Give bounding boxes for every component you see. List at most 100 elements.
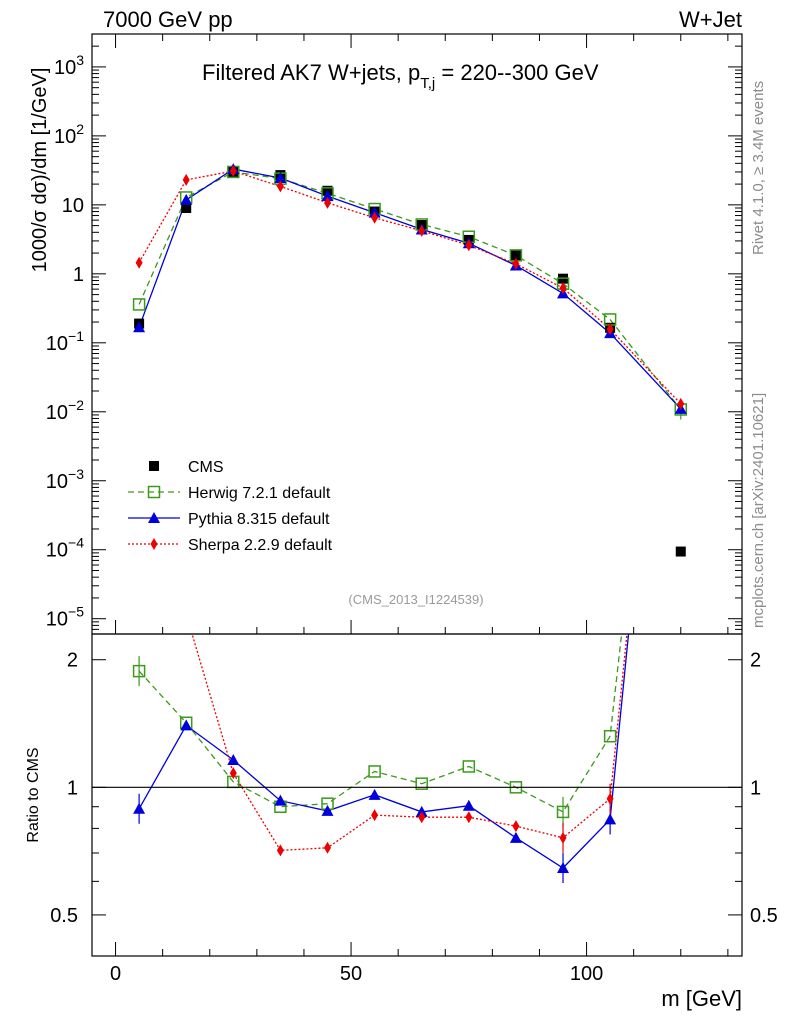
y-tick-label-ratio: 1	[67, 777, 78, 799]
y-tick-label-exponent: −4	[68, 535, 84, 551]
x-tick-label: 50	[340, 963, 362, 985]
pythia-ratio-point	[274, 794, 287, 806]
pythia-ratio-point	[368, 788, 381, 800]
y-tick-label-main: 10	[62, 195, 84, 217]
herwig-ratio-point	[603, 729, 617, 743]
y-tick-label-ratio-right: 2	[750, 650, 761, 672]
y-tick-label-main: 1	[73, 264, 84, 286]
sherpa-ratio-point	[183, 608, 190, 620]
sherpa-main-line	[138, 170, 682, 405]
herwig-ratio-point	[556, 805, 570, 819]
pythia-main-line	[138, 168, 682, 410]
herwig-main-point	[132, 298, 146, 311]
y-tick-label-ratio: 2	[67, 650, 78, 672]
legend-pythia-marker	[148, 512, 160, 523]
y-tick-label-main: 10−5	[46, 604, 84, 631]
y-tick-label-ratio-right: 0.5	[750, 905, 778, 927]
header-process-label: W+Jet	[679, 7, 742, 32]
legend-sherpa-label: Sherpa 2.2.9 default	[188, 537, 333, 554]
cms-main-point	[675, 546, 686, 557]
legend-sherpa-marker	[150, 538, 158, 550]
y-tick-label-exponent: 3	[76, 52, 84, 68]
herwig-ratio-line	[138, 634, 623, 813]
pythia-ratio-point	[604, 813, 617, 825]
y-tick-label-base: 10	[46, 540, 68, 562]
y-axis-label-ratio: Ratio to CMS	[25, 747, 42, 842]
pythia-ratio-point	[133, 802, 146, 814]
ratio-series-markers	[132, 408, 617, 884]
y-tick-label-main: 103	[54, 52, 84, 79]
y-axis-label-main: 1000/σ dσ)/dm [1/GeV]	[29, 68, 51, 273]
pythia-ratio-point	[227, 754, 240, 766]
sherpa-main-point	[371, 211, 379, 224]
x-tick-label: 0	[110, 963, 121, 985]
cms-main-point	[510, 250, 521, 261]
sherpa-ratio-point	[136, 408, 143, 420]
legend-cms-marker	[149, 461, 159, 471]
sherpa-ratio-point	[276, 844, 284, 857]
rivet-version-label: Rivet 4.1.0, ≥ 3.4M events	[750, 81, 767, 255]
herwig-ratio-point	[415, 777, 428, 790]
sherpa-main-point	[606, 323, 614, 336]
cms-main-point	[181, 203, 192, 214]
sherpa-ratio-point	[465, 811, 473, 824]
y-tick-label-exponent: −5	[68, 604, 84, 620]
y-tick-label-ratio: 0.5	[50, 905, 78, 927]
y-tick-label-base: 10	[54, 57, 76, 79]
pythia-main-point	[274, 172, 287, 184]
legend-herwig-marker	[147, 485, 161, 499]
analysis-id-label: (CMS_2013_I1224539)	[348, 592, 483, 607]
y-tick-label-exponent: 2	[76, 121, 84, 137]
plot-title-subscript: T,j	[420, 75, 435, 92]
y-tick-label-ratio-right: 1	[750, 777, 761, 799]
y-tick-label-base: 10	[54, 126, 76, 148]
y-tick-label-main: 10−3	[46, 466, 84, 493]
sherpa-ratio-line	[191, 634, 628, 852]
sherpa-ratio-point	[512, 820, 520, 833]
sherpa-main-point	[677, 397, 685, 410]
y-tick-label-base: 10	[46, 333, 68, 355]
sherpa-main-point	[324, 196, 332, 209]
plot-title-rest: = 220--300 GeV	[435, 60, 599, 85]
main-series-markers	[132, 163, 688, 557]
y-tick-label-exponent: −3	[68, 466, 84, 482]
pythia-ratio-point	[321, 804, 334, 816]
sherpa-main-point	[465, 239, 473, 252]
pythia-ratio-point	[462, 799, 475, 811]
legend-pythia-label: Pythia 8.315 default	[188, 511, 330, 528]
herwig-ratio-point	[368, 765, 381, 778]
pythia-main-point	[180, 193, 193, 205]
header-energy-label: 7000 GeV pp	[103, 7, 233, 32]
herwig-ratio-point	[132, 664, 146, 678]
pythia-ratio-point	[509, 831, 522, 843]
sherpa-ratio-point	[371, 809, 379, 822]
sherpa-ratio-point	[324, 841, 332, 854]
pythia-main-point	[321, 190, 334, 202]
y-tick-label-base: 10	[46, 471, 68, 493]
y-tick-label-main: 102	[54, 121, 84, 148]
pythia-ratio-point	[180, 719, 193, 731]
sherpa-main-point	[135, 256, 143, 269]
main-series-lines	[138, 168, 682, 410]
sherpa-main-point	[182, 173, 190, 186]
y-tick-label-base: 10	[46, 609, 68, 631]
legend-cms-label: CMS	[188, 459, 224, 476]
y-tick-label-exponent: −2	[68, 397, 84, 413]
pythia-main-point	[133, 321, 146, 333]
sherpa-main-point	[229, 164, 237, 177]
mcplots-citation-label: mcplots.cern.ch [arXiv:2401.10621]	[750, 393, 767, 628]
x-tick-label: 100	[570, 963, 603, 985]
ratio-plot-frame	[91, 633, 743, 957]
sherpa-ratio-point	[559, 831, 567, 844]
y-tick-label-main: 10−1	[46, 328, 84, 355]
sherpa-ratio-point	[606, 792, 614, 805]
herwig-main-line	[138, 171, 682, 410]
y-tick-label-main: 10−2	[46, 397, 84, 424]
sherpa-main-point	[418, 224, 426, 237]
x-axis-label: m [GeV]	[661, 986, 742, 1011]
herwig-ratio-point	[462, 760, 476, 773]
sherpa-main-point	[512, 257, 520, 270]
sherpa-main-point	[276, 180, 284, 193]
sherpa-ratio-point	[418, 811, 426, 824]
